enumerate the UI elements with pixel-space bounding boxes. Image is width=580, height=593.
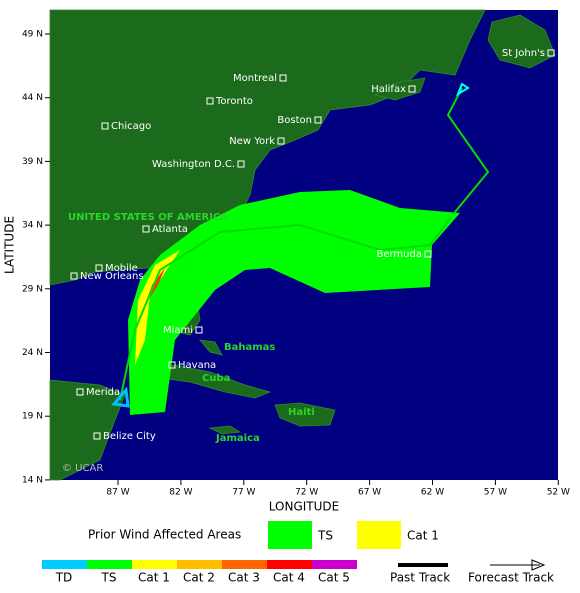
legend-label: TS bbox=[317, 529, 333, 543]
forecast-track-symbol bbox=[531, 559, 546, 571]
scale-swatch bbox=[87, 560, 132, 569]
city-label: Miami bbox=[163, 325, 193, 336]
city-label: Chicago bbox=[111, 121, 151, 132]
city-marker bbox=[101, 122, 109, 130]
legend-label: Forecast Track bbox=[468, 571, 554, 585]
city-label: New Orleans bbox=[80, 271, 144, 282]
x-tick-label: 82 W bbox=[169, 488, 192, 498]
x-tick-label: 57 W bbox=[484, 488, 507, 498]
y-tick-label: 49 N bbox=[22, 30, 43, 40]
x-axis-label: LONGITUDE bbox=[269, 500, 339, 514]
city-label: Mobile bbox=[105, 263, 138, 274]
city-label: Merida bbox=[86, 387, 120, 398]
city-label: Toronto bbox=[215, 96, 253, 107]
city-label: Atlanta bbox=[152, 224, 188, 235]
scale-label: Cat 4 bbox=[273, 571, 305, 585]
city-marker bbox=[76, 388, 84, 396]
y-tick-label: 29 N bbox=[22, 284, 43, 294]
scale-swatch bbox=[132, 560, 177, 569]
start-marker bbox=[111, 386, 130, 408]
scale-label: Cat 5 bbox=[318, 571, 350, 585]
city-label: Boston bbox=[277, 115, 312, 126]
watermark: © UCAR bbox=[62, 463, 103, 474]
ts-area bbox=[128, 190, 460, 415]
legend-label: Past Track bbox=[390, 571, 450, 585]
city-marker bbox=[277, 137, 285, 145]
scale-label: TS bbox=[101, 571, 117, 585]
scale-swatch bbox=[222, 560, 267, 569]
city-marker bbox=[206, 97, 214, 105]
scale-label: TD bbox=[55, 571, 73, 585]
city-marker bbox=[408, 85, 416, 93]
x-tick-label: 87 W bbox=[106, 488, 129, 498]
legend-swatch bbox=[268, 521, 312, 549]
region-label: Jamaica bbox=[215, 433, 260, 444]
x-tick-label: 62 W bbox=[421, 488, 444, 498]
x-tick-label: 77 W bbox=[232, 488, 255, 498]
region-label: Cuba bbox=[202, 373, 230, 384]
city-label: New York bbox=[229, 136, 275, 147]
city-label: Bermuda bbox=[376, 249, 422, 260]
scale-swatch bbox=[312, 560, 357, 569]
region-label: Haiti bbox=[288, 407, 315, 418]
scale-swatch bbox=[267, 560, 312, 569]
scale-label: Cat 3 bbox=[228, 571, 260, 585]
city-marker bbox=[70, 272, 78, 280]
city-marker bbox=[142, 225, 150, 233]
legend-swatch bbox=[357, 521, 401, 549]
legend-title: Prior Wind Affected Areas bbox=[88, 528, 241, 542]
legend-label: Cat 1 bbox=[407, 529, 439, 543]
land bbox=[49, 9, 556, 481]
city-marker bbox=[237, 160, 245, 168]
city-label: Belize City bbox=[103, 431, 156, 442]
storm-track bbox=[119, 87, 490, 401]
region-label: UNITED STATES OF AMERICA bbox=[68, 212, 228, 223]
city-label: St John's bbox=[502, 48, 545, 59]
x-tick-label: 67 W bbox=[358, 488, 381, 498]
scale-label: Cat 2 bbox=[183, 571, 215, 585]
y-tick-label: 14 N bbox=[22, 475, 43, 485]
y-tick-label: 19 N bbox=[22, 412, 43, 422]
y-tick-label: 44 N bbox=[22, 93, 43, 103]
x-tick-label: 72 W bbox=[295, 488, 318, 498]
y-tick-label: 24 N bbox=[22, 348, 43, 358]
city-marker bbox=[547, 49, 555, 57]
city-label: Halifax bbox=[371, 84, 406, 95]
region-label: Bahamas bbox=[224, 342, 275, 353]
city-marker bbox=[279, 74, 287, 82]
city-label: Havana bbox=[178, 360, 216, 371]
y-tick-label: 39 N bbox=[22, 157, 43, 167]
city-marker bbox=[93, 432, 101, 440]
scale-swatch bbox=[177, 560, 222, 569]
city-marker bbox=[195, 326, 203, 334]
city-label: Montreal bbox=[233, 73, 277, 84]
city-marker bbox=[314, 116, 322, 124]
x-tick-label: 52 W bbox=[547, 488, 570, 498]
scale-label: Cat 1 bbox=[138, 571, 170, 585]
y-tick-label: 34 N bbox=[22, 221, 43, 231]
scale-swatch bbox=[42, 560, 87, 569]
city-label: Washington D.C. bbox=[152, 159, 235, 170]
forecast-arrow bbox=[455, 82, 470, 97]
city-marker bbox=[95, 264, 103, 272]
y-axis-label: LATITUDE bbox=[3, 216, 17, 274]
city-marker bbox=[168, 361, 176, 369]
city-marker bbox=[424, 250, 432, 258]
